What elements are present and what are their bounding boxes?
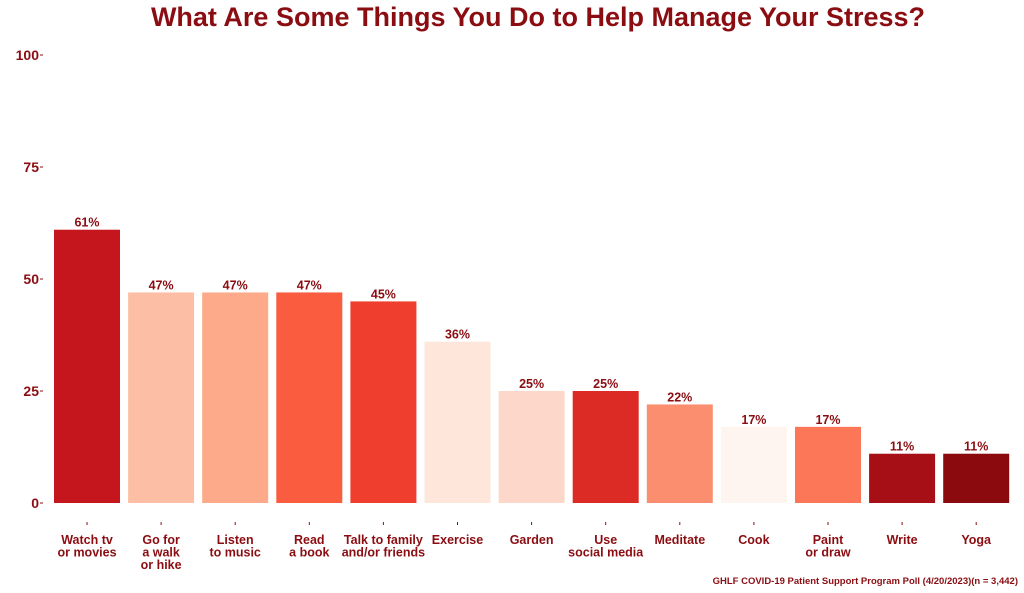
bars <box>54 229 1010 503</box>
x-tick-label: Exercise <box>432 533 483 547</box>
data-label: 25% <box>519 377 544 391</box>
x-tick-label: Listen to music <box>209 533 260 560</box>
x-tick-label: Go for a walk or hike <box>141 533 182 572</box>
x-tick-label: Write <box>887 533 918 547</box>
bar <box>128 292 195 503</box>
x-tick-label-line: Go for <box>142 533 180 547</box>
x-tick-label: Talk to family and/or friends <box>342 533 425 560</box>
data-label: 45% <box>371 287 396 301</box>
x-tick-label-line: Watch tv <box>61 533 113 547</box>
data-label: 25% <box>593 377 618 391</box>
x-tick-label: Cook <box>738 533 769 547</box>
x-tick-label-line: a book <box>289 546 329 560</box>
x-tick-label: Use social media <box>568 533 644 560</box>
x-tick-label: Meditate <box>654 533 705 547</box>
chart-title: What Are Some Things You Do to Help Mana… <box>151 2 925 32</box>
data-label: 36% <box>445 328 470 342</box>
bar <box>869 453 936 503</box>
x-tick-label-line: or hike <box>141 558 182 572</box>
x-tick-label-line: or movies <box>57 546 116 560</box>
x-tick-label: Garden <box>510 533 554 547</box>
x-tick-label-line: Meditate <box>654 533 705 547</box>
x-tick-label-line: Write <box>887 533 918 547</box>
bar <box>498 391 565 503</box>
y-tick-label: 75 <box>23 159 39 175</box>
x-tick-label-line: to music <box>209 546 260 560</box>
bar <box>202 292 269 503</box>
data-label: 47% <box>149 278 174 292</box>
x-tick-label: Read a book <box>289 533 329 560</box>
x-axis: Watch tv or movies Go for a walk or hike List… <box>57 522 992 572</box>
x-tick-label-line: Read <box>294 533 325 547</box>
y-axis: 0 25 50 75 100 <box>16 47 43 511</box>
bar <box>795 426 861 503</box>
y-tick-label: 0 <box>31 495 39 511</box>
x-tick-label-line: Talk to family <box>344 533 423 547</box>
x-tick-label-line: social media <box>568 546 644 560</box>
x-tick-label-line: Paint <box>813 533 844 547</box>
x-tick-label: Watch tv or movies <box>57 533 116 560</box>
y-tick-label: 50 <box>23 271 39 287</box>
bar <box>646 404 713 503</box>
x-tick-label-line: a walk <box>142 546 180 560</box>
data-label: 47% <box>223 278 248 292</box>
bar <box>720 426 787 503</box>
x-tick-label-line: Exercise <box>432 533 483 547</box>
data-label: 22% <box>667 390 692 404</box>
data-label: 11% <box>964 440 988 454</box>
x-tick-label-line: Cook <box>738 533 769 547</box>
data-label: 47% <box>297 278 322 292</box>
x-tick-label: Yoga <box>961 533 992 547</box>
x-tick-label-line: or draw <box>805 546 850 560</box>
bar <box>424 341 491 503</box>
bar <box>276 292 343 503</box>
x-tick-label-line: Listen <box>217 533 254 547</box>
y-tick-label: 100 <box>16 47 40 63</box>
bar <box>350 301 417 503</box>
data-label: 61% <box>74 216 99 230</box>
chart-caption: GHLF COVID-19 Patient Support Program Po… <box>713 576 1018 587</box>
bar <box>54 229 120 503</box>
y-tick-label: 25 <box>23 383 39 399</box>
data-label: 11% <box>890 440 914 454</box>
x-tick-label-line: Use <box>594 533 617 547</box>
data-label: 17% <box>741 413 766 427</box>
data-labels: 61% 47% 47% 47% 45% 36% 25% 25% 22% 17% 17% 11% 11% <box>74 216 988 454</box>
bar <box>943 453 1010 503</box>
x-tick-label-line: Garden <box>510 533 554 547</box>
bar <box>572 391 639 503</box>
x-tick-label-line: and/or friends <box>342 546 425 560</box>
x-tick-label-line: Yoga <box>961 533 992 547</box>
data-label: 17% <box>815 413 840 427</box>
x-tick-label: Paint or draw <box>805 533 850 560</box>
